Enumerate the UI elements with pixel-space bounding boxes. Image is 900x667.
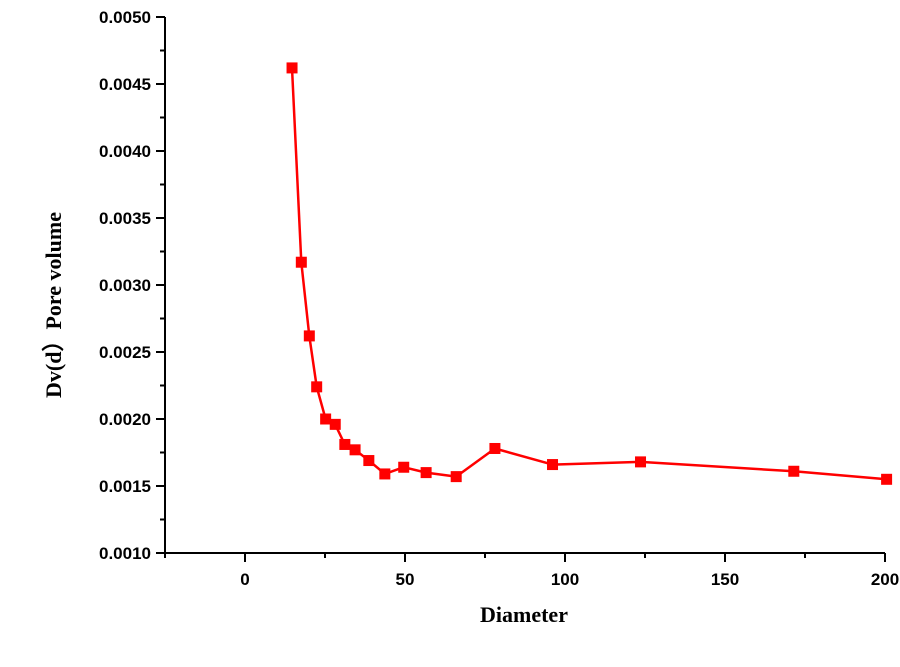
y-tick-labels: 0.0010 0.0015 0.0020 0.0025 0.0030 0.0035 0.00… bbox=[99, 8, 151, 563]
y-tick-label: 0.0035 bbox=[99, 209, 151, 228]
x-axis-title: Diameter bbox=[480, 602, 568, 627]
x-tick-labels: 0 50 100 150 200 bbox=[240, 570, 899, 589]
y-tick-label: 0.0040 bbox=[99, 142, 151, 161]
data-point bbox=[788, 465, 800, 477]
data-point bbox=[398, 461, 410, 473]
data-point bbox=[379, 468, 391, 480]
data-point bbox=[881, 473, 893, 485]
x-tick-label: 50 bbox=[396, 570, 415, 589]
data-point bbox=[303, 330, 315, 342]
plot-area bbox=[286, 62, 893, 485]
x-tick-label: 0 bbox=[240, 570, 249, 589]
y-tick-label: 0.0045 bbox=[99, 75, 151, 94]
data-point bbox=[311, 381, 323, 393]
data-point bbox=[635, 456, 647, 468]
data-point bbox=[420, 467, 432, 479]
data-point bbox=[349, 444, 361, 456]
y-axis-title: Dv(d）Pore volume bbox=[41, 212, 66, 398]
y-tick-label: 0.0015 bbox=[99, 477, 151, 496]
x-tick-label: 200 bbox=[871, 570, 899, 589]
axes bbox=[156, 16, 886, 562]
x-tick-label: 150 bbox=[711, 570, 739, 589]
series-line bbox=[290, 67, 887, 481]
data-point bbox=[489, 442, 501, 454]
x-tick-label: 100 bbox=[551, 570, 579, 589]
data-point bbox=[320, 413, 332, 425]
data-point bbox=[450, 471, 462, 483]
data-point bbox=[339, 438, 351, 450]
y-tick-label: 0.0010 bbox=[99, 544, 151, 563]
data-point bbox=[363, 455, 375, 467]
y-tick-label: 0.0030 bbox=[99, 276, 151, 295]
data-point bbox=[286, 62, 298, 74]
y-tick-label: 0.0025 bbox=[99, 343, 151, 362]
data-point bbox=[547, 459, 559, 471]
data-point bbox=[329, 418, 341, 430]
data-point bbox=[295, 256, 307, 268]
y-tick-label: 0.0020 bbox=[99, 410, 151, 429]
y-tick-label: 0.0050 bbox=[99, 8, 151, 27]
